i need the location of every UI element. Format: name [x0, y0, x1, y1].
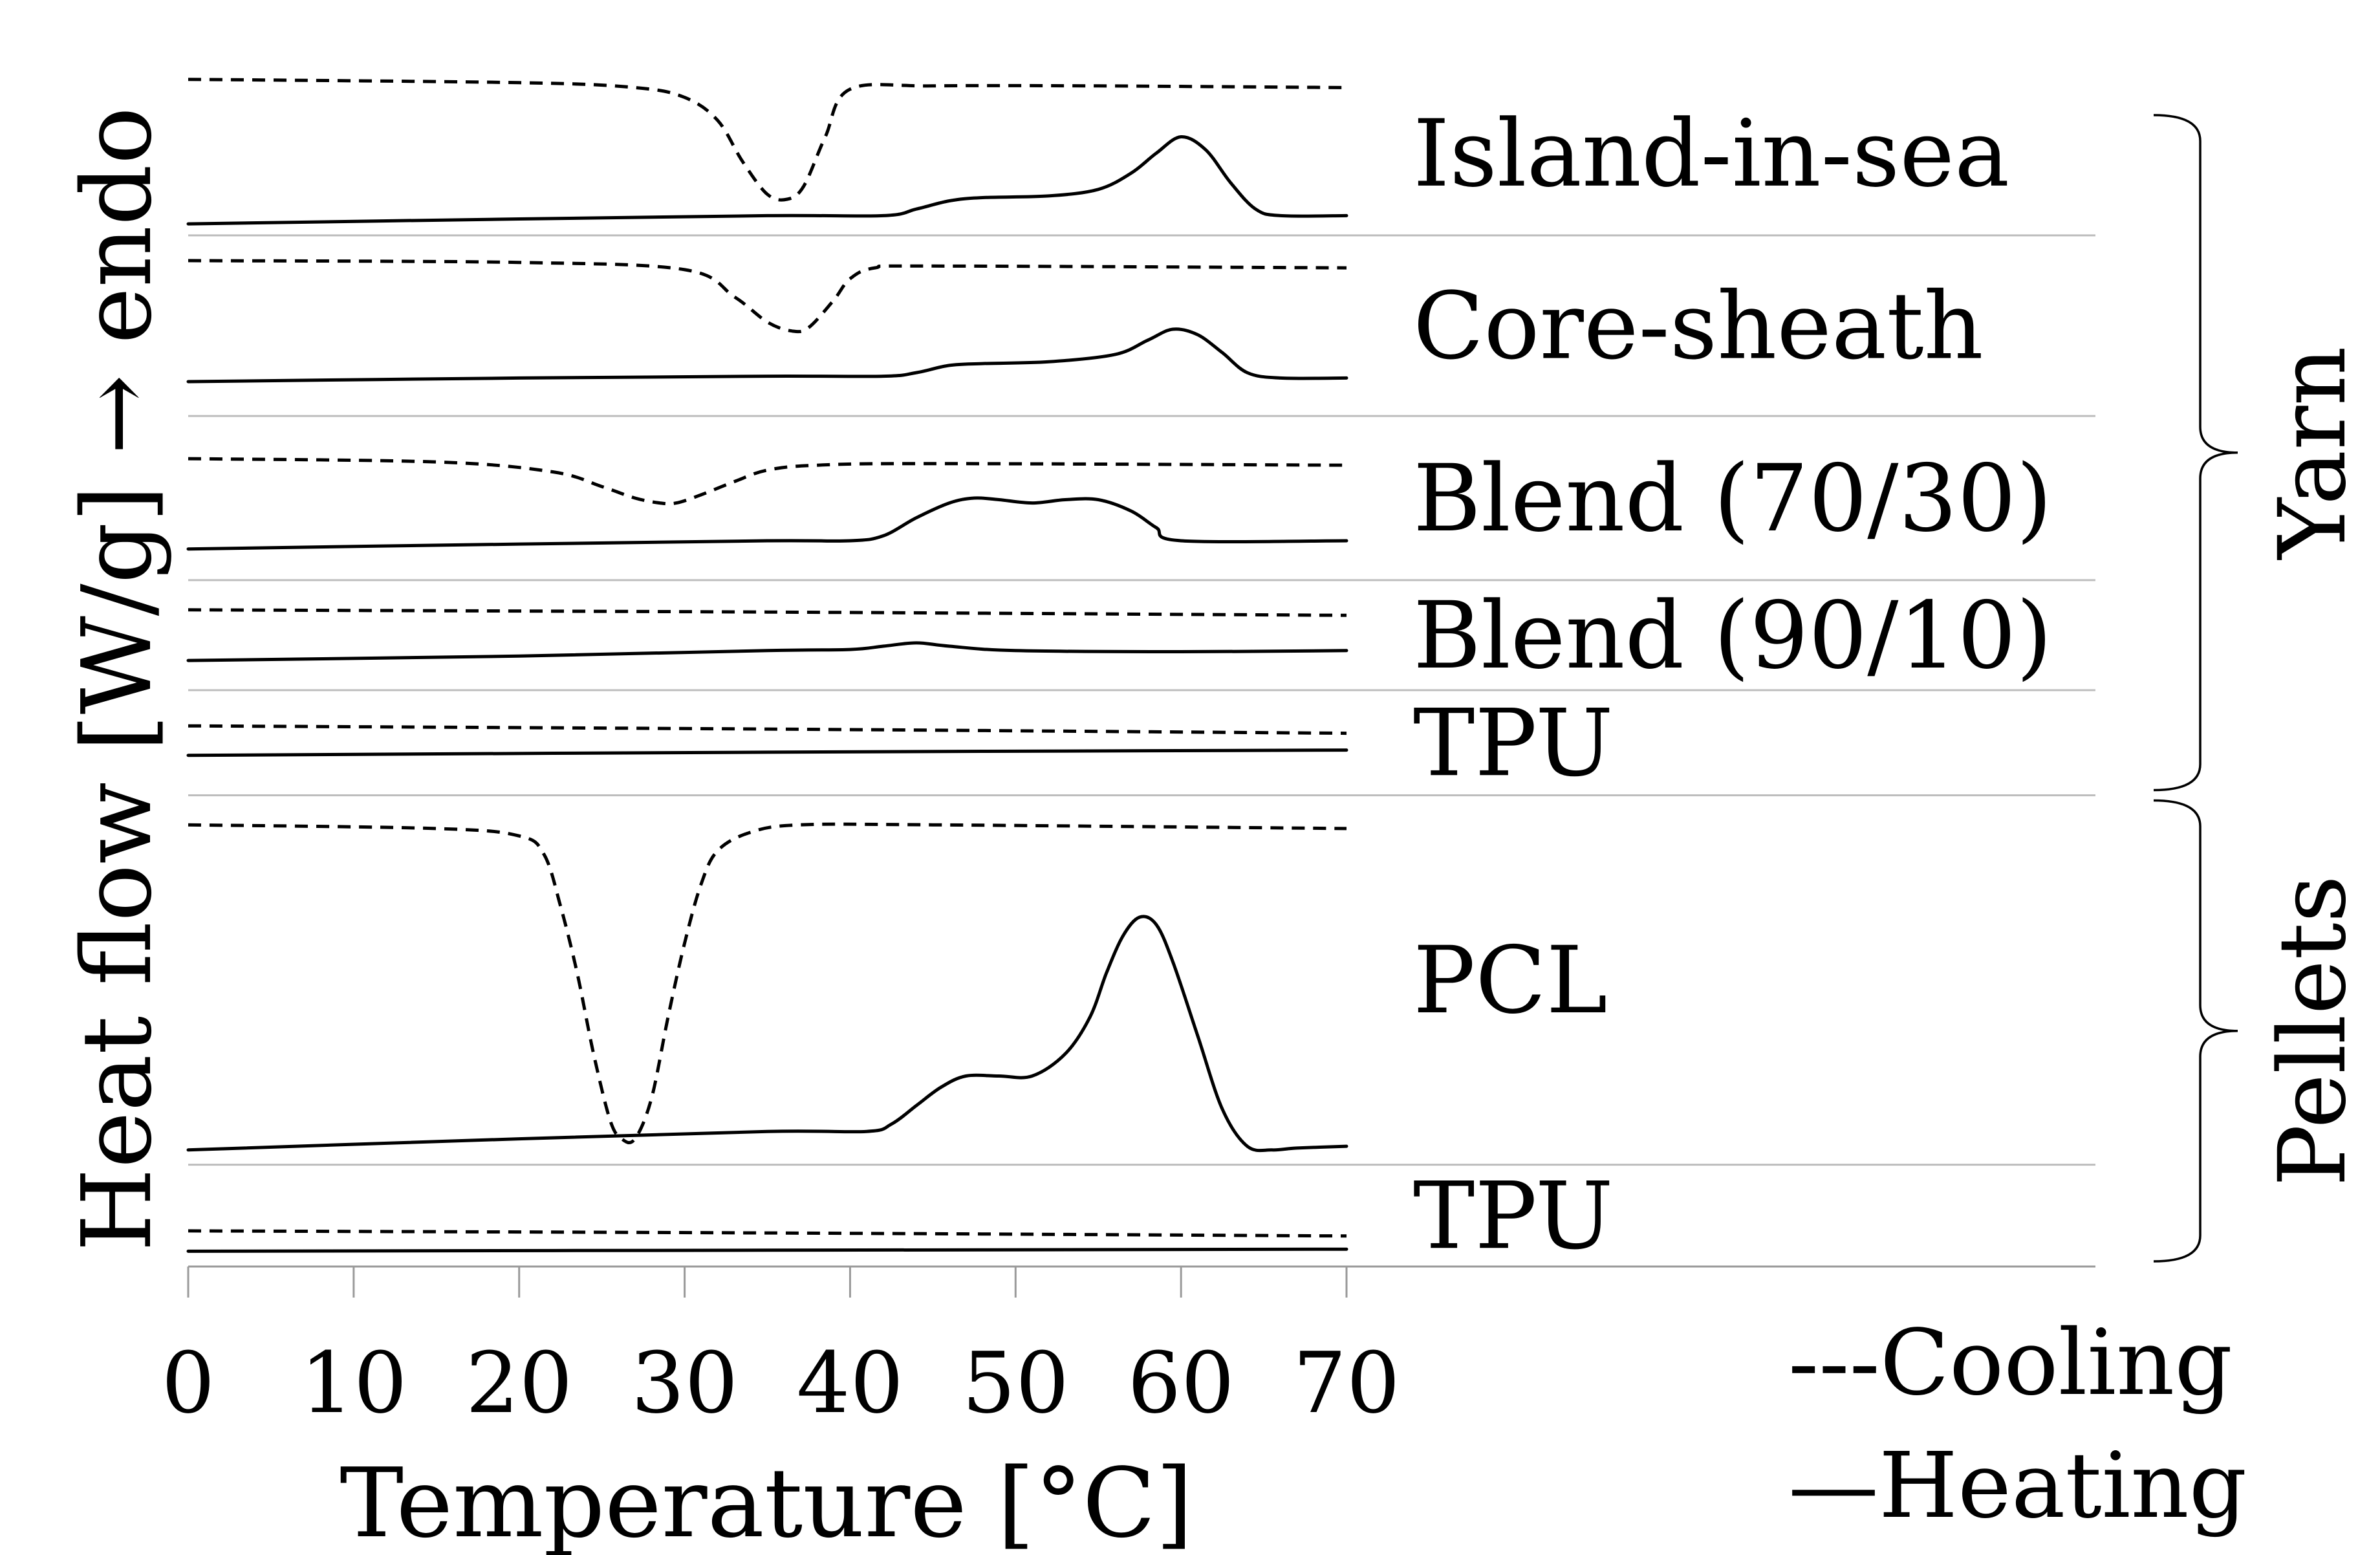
- group-label-pellets: Pellets: [2258, 875, 2366, 1186]
- x-axis: 0 10 20 30 40 50 60 70: [162, 1265, 2095, 1432]
- x-tick-label-40: 40: [797, 1334, 903, 1432]
- trace-heating-5: [186, 748, 1348, 757]
- trace-heating-3: [186, 496, 1348, 551]
- panel-label-6: PCL: [1413, 926, 1608, 1034]
- panel-label-1: Island-in-sea: [1413, 100, 2009, 208]
- legend: ---Cooling —Heating: [1788, 1310, 2247, 1539]
- panel-label-7: TPU: [1413, 1162, 1614, 1270]
- trace-cooling-3: [188, 457, 1347, 506]
- trace-heating-7: [186, 1247, 1348, 1253]
- panel-labels: Island-in-sea Core-sheath Blend (70/30) Ble…: [1413, 100, 2052, 1270]
- trace-heating-2: [186, 327, 1348, 384]
- x-tick-label-10: 10: [300, 1334, 407, 1432]
- brace-yarn: [2153, 114, 2238, 792]
- trace-heating-6: [186, 915, 1348, 1153]
- y-axis-title: Heat flow [W/g] → endo: [61, 107, 173, 1252]
- x-tick-label-50: 50: [962, 1334, 1069, 1432]
- x-axis-title: Temperature [°C]: [340, 1448, 1193, 1555]
- x-tick-label-30: 30: [631, 1334, 738, 1432]
- trace-cooling-4: [188, 608, 1347, 617]
- x-tick-label-0: 0: [162, 1334, 215, 1432]
- panel-label-4: Blend (90/10): [1413, 582, 2052, 690]
- legend-cooling: ---Cooling: [1788, 1310, 2233, 1416]
- trace-heating-4: [186, 641, 1348, 662]
- dsc-traces: [186, 78, 1348, 1253]
- trace-cooling-2: [188, 259, 1347, 334]
- group-braces: Yarn Pellets: [2153, 114, 2366, 1263]
- x-tick-label-60: 60: [1127, 1334, 1234, 1432]
- x-tick-label-20: 20: [466, 1334, 572, 1432]
- panel-label-3: Blend (70/30): [1413, 444, 2052, 552]
- trace-cooling-6: [188, 822, 1347, 1144]
- x-tick-label-70: 70: [1293, 1334, 1400, 1432]
- panel-separators: [188, 234, 2095, 1166]
- legend-heating: —Heating: [1788, 1433, 2247, 1539]
- trace-cooling-1: [188, 78, 1347, 202]
- trace-cooling-5: [188, 724, 1347, 735]
- trace-heating-1: [186, 135, 1348, 226]
- group-label-yarn: Yarn: [2258, 346, 2366, 560]
- brace-pellets: [2153, 799, 2238, 1263]
- trace-cooling-7: [188, 1229, 1347, 1238]
- panel-label-2: Core-sheath: [1413, 272, 1984, 380]
- panel-label-5: TPU: [1413, 689, 1614, 797]
